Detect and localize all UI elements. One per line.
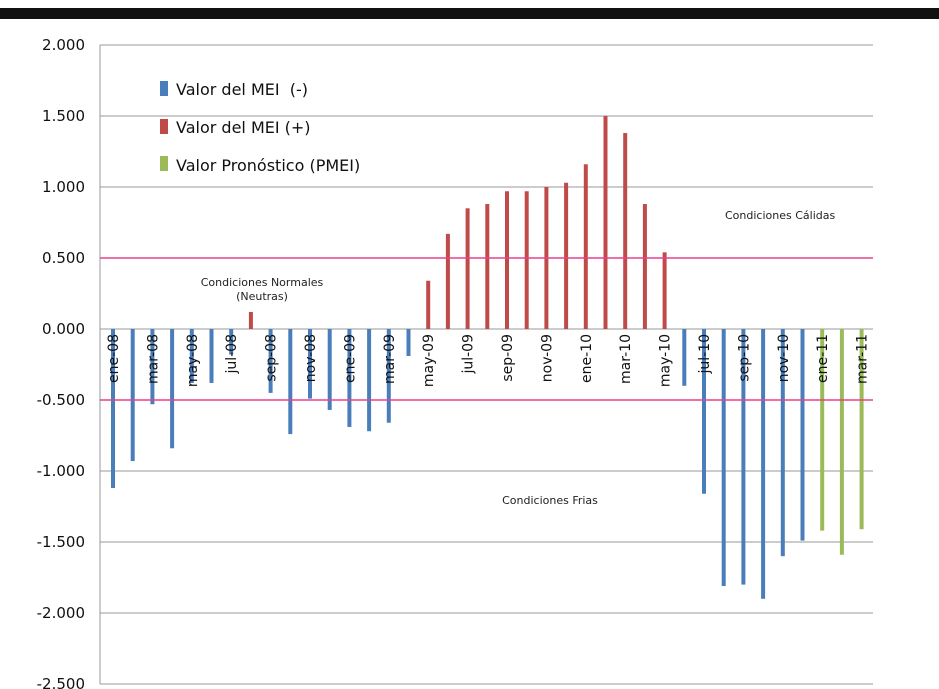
y-tick-label: -1.500 <box>37 533 85 551</box>
bar-negative <box>327 329 332 410</box>
y-tick-label: -0.500 <box>37 391 85 409</box>
y-tick-label: -1.000 <box>37 462 85 480</box>
x-tick-label: ene-10 <box>579 334 595 383</box>
bar-negative <box>268 329 273 393</box>
y-tick-label: -2.000 <box>37 604 85 622</box>
bar-forecast <box>859 329 864 530</box>
y-tick-label: 2.000 <box>42 36 85 54</box>
x-tick-label: jul-08 <box>224 334 240 375</box>
y-axis-ticks: 2.000 1.500 1.000 0.500 0.000 -0.500 -1.000 -1.… <box>37 36 85 689</box>
bar-positive <box>485 204 490 329</box>
y-tick-label: 1.000 <box>42 178 85 196</box>
x-tick-label: mar-10 <box>618 334 634 384</box>
bar-negative <box>721 329 726 587</box>
x-tick-label: may-09 <box>421 334 437 387</box>
x-tick-label: mar-11 <box>855 334 871 384</box>
legend-swatch-positive <box>160 119 168 134</box>
bar-positive <box>564 182 569 329</box>
bar-negative <box>308 329 312 399</box>
bar-negative <box>189 329 194 383</box>
bar-negative <box>682 329 687 386</box>
bar-positive <box>583 164 588 329</box>
bar-negative <box>229 329 234 355</box>
bar-positive <box>642 204 647 329</box>
bar-negative <box>150 329 155 405</box>
x-tick-label: ene-08 <box>106 334 122 383</box>
x-tick-label: nov-08 <box>303 334 319 382</box>
bar-negative <box>741 329 746 585</box>
bar-negative <box>702 329 706 494</box>
x-tick-label: nov-09 <box>539 334 555 382</box>
bar-negative <box>367 329 372 432</box>
x-tick-label: sep-10 <box>736 334 752 382</box>
legend-swatch-forecast <box>160 156 168 171</box>
legend-label-positive: Valor del MEI (+) <box>176 118 311 137</box>
bar-positive <box>524 191 529 329</box>
gridlines <box>99 44 873 685</box>
bar-negative <box>780 329 785 557</box>
x-tick-label: jul-10 <box>697 334 713 375</box>
x-tick-label: mar-09 <box>382 334 398 384</box>
bar-negative <box>761 329 766 599</box>
y-tick-label: 0.500 <box>42 249 85 267</box>
bar-positive <box>623 133 628 329</box>
x-tick-label: sep-08 <box>264 334 280 382</box>
bar-negative <box>209 329 214 383</box>
threshold-lines <box>100 257 873 401</box>
y-tick-label: 1.500 <box>42 107 85 125</box>
legend-label-forecast: Valor Pronóstico (PMEI) <box>176 156 360 175</box>
bar-forecast <box>839 329 844 555</box>
annotation-cold: Condiciones Frias <box>502 494 598 507</box>
bar-forecast <box>820 329 825 531</box>
x-tick-label: ene-11 <box>815 334 831 383</box>
bar-positive <box>426 280 431 329</box>
annotation-normal-line1: Condiciones Normales <box>201 276 324 289</box>
x-tick-label: mar-08 <box>145 334 161 384</box>
bars <box>111 116 864 599</box>
legend-label-negative: Valor del MEI (-) <box>176 80 308 99</box>
x-axis-labels: ene-08 mar-08 may-08 jul-08 sep-08 nov-08 ene-… <box>106 334 871 387</box>
bar-negative <box>170 329 175 449</box>
legend: Valor del MEI (-) Valor del MEI (+) Valo… <box>160 80 360 175</box>
annotation-normal-line2: (Neutras) <box>236 290 288 303</box>
x-tick-label: may-08 <box>185 334 201 387</box>
annotations: Condiciones Cálidas Condiciones Normales… <box>201 209 836 507</box>
x-tick-label: nov-10 <box>776 334 792 382</box>
bar-positive <box>248 311 253 329</box>
bar-positive <box>505 191 509 329</box>
bar-negative <box>130 329 135 462</box>
x-tick-label: may-10 <box>658 334 674 387</box>
x-tick-label: sep-09 <box>500 334 516 382</box>
x-tick-label: ene-09 <box>342 334 358 383</box>
bar-negative <box>347 329 352 427</box>
bar-negative <box>288 329 293 435</box>
bar-negative <box>800 329 805 541</box>
bar-positive <box>465 208 470 329</box>
x-tick-label: jul-09 <box>461 334 477 375</box>
legend-swatch-negative <box>160 81 168 96</box>
bar-negative <box>386 329 391 423</box>
annotation-warm: Condiciones Cálidas <box>725 209 835 222</box>
bar-positive <box>445 233 450 329</box>
top-black-bar <box>0 8 939 19</box>
bar-negative <box>111 329 115 489</box>
bar-negative <box>406 329 411 356</box>
y-tick-label: 0.000 <box>42 320 85 338</box>
bar-positive <box>662 252 667 329</box>
y-tick-label: -2.500 <box>37 675 85 689</box>
bar-positive <box>603 116 608 329</box>
